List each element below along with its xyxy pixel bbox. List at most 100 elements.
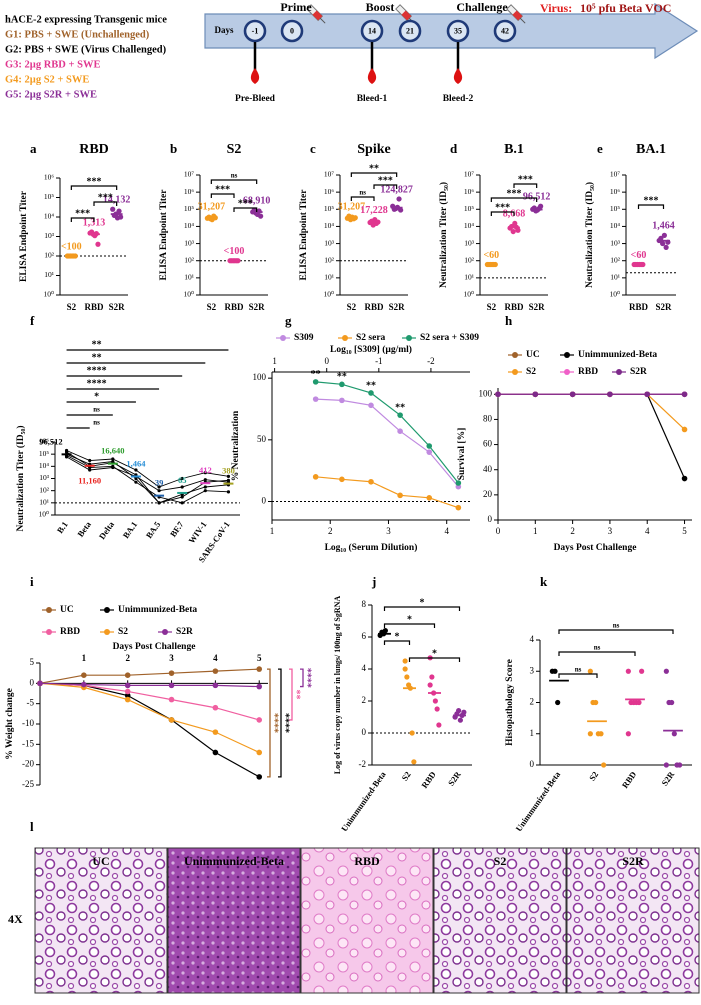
histology-image [34,847,168,994]
x-tick-label: S2R [446,769,463,788]
y-tick-label: 10¹ [324,273,334,282]
x-tick-label: RBD [419,770,437,790]
syringe-icon [506,4,526,24]
series-line [39,682,260,778]
legend-marker [512,352,518,358]
y-tick-label: 10¹ [39,498,49,507]
x-tick-label: S2 [487,302,497,312]
significance-label: **** [280,713,291,733]
mouse-point [203,485,207,489]
legend-marker [512,369,518,375]
data-point [396,196,402,202]
significance-label: ** [311,369,321,380]
x-tick-label: 1 [82,653,87,663]
group-label: G1: PBS + SWE (Unchallenged) [5,29,150,40]
significance-label: * [432,648,437,659]
x-tick-label: S2 [67,302,77,312]
value-label: 14,132 [103,195,131,206]
series-point [681,475,688,482]
y-tick-label: 8 [362,599,367,609]
y-tick-label: 10³ [610,238,621,247]
day-marker [493,19,517,43]
significance-label: ns [575,666,582,674]
series-line [315,476,459,509]
y-axis-label: ELISA Endpoint Titer [159,189,169,281]
mouse-line [66,450,229,488]
data-point [625,668,631,674]
x-axis-label: Log₁₀ (Serum Dilution) [325,542,418,553]
significance-label: ns [359,189,366,197]
significance-label: **** [87,378,107,389]
significance-bracket [350,172,398,177]
virus-label: Virus: [540,1,572,15]
series-point [495,391,501,398]
legend-label: S2 [526,367,536,377]
value-label: <100 [61,241,82,252]
value-label: 96,512 [523,192,551,203]
panel-title: Spike [357,142,390,157]
x-tick-label: 2 [328,526,333,536]
series-point [607,391,613,398]
significance-bracket [373,184,398,189]
value-label: 68,910 [243,195,271,206]
series-point [681,426,688,433]
x-tick-label: S2R [659,769,676,788]
y-tick-label: 10³ [184,238,195,247]
series-point [168,696,175,703]
data-point [552,668,558,674]
y-tick-label: 5 [30,657,35,667]
series-point [124,682,131,689]
y-tick-label: 10⁴ [39,461,50,470]
series-point [339,381,345,388]
legend-label: S2R [630,367,647,377]
significance-bracket [637,204,665,209]
data-point [434,706,440,712]
y-tick-label: 2 [530,697,535,707]
y-tick-label: -5 [27,698,35,708]
mouse-point [88,458,92,463]
significance-label: *** [518,174,533,185]
mouse-point [64,455,69,459]
series-line [39,682,260,721]
series-point [256,774,263,780]
x-tick-label: S2R [655,302,672,312]
series-line [39,682,260,688]
legend-marker [564,352,570,358]
legend-label: S2R [176,627,193,637]
histology-title: S2R [622,854,644,868]
x2-tick-label: 1 [272,356,277,366]
panel-label: b [170,141,177,156]
value-label: 96,512 [39,436,62,446]
series-point [124,688,131,695]
y-axis-label: Neutralization Titer (ID₅₀) [584,182,595,288]
series-point [256,717,263,723]
x-tick-label: RBD [84,302,104,312]
significance-label: ** [369,163,379,174]
series-line [315,398,459,488]
significance-label: ** [366,380,376,391]
series-point [312,474,319,480]
y-tick-label: 10⁶ [184,187,195,196]
series-point [368,478,374,485]
y-tick-label: 10⁵ [464,204,475,213]
x-tick-label: 3 [386,526,391,536]
panel-label: a [30,141,37,156]
panel-label: d [450,141,458,156]
x-tick-label: S2 [587,770,600,783]
legend-label: S2 sera + S309 [420,333,479,343]
significance-label: *** [507,188,522,199]
y-tick-label: 3 [530,665,535,675]
significance-label: ** [92,352,102,363]
y-axis-label: Survival [%] [457,428,467,481]
data-point [95,241,101,247]
y-tick-label: 0 [30,677,35,687]
y-tick-label: 10² [464,255,475,264]
y-tick-label: 10⁷ [610,170,621,179]
value-label: 1,313 [83,217,106,228]
blood-drop [453,68,463,84]
blood-drop [250,68,260,84]
significance-label: *** [644,195,659,206]
data-point [593,699,599,706]
